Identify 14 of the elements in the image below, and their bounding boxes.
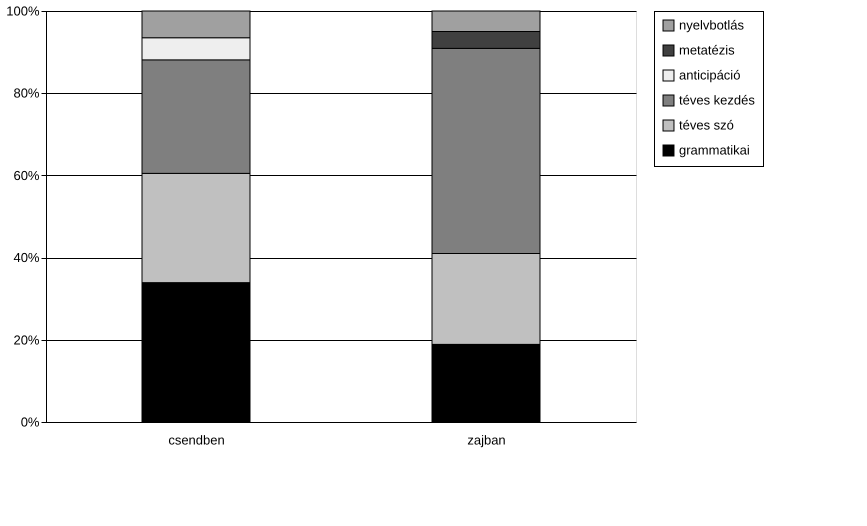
legend-label: metatézis: [679, 42, 736, 58]
legend-label: grammatikai: [679, 142, 750, 158]
legend-label: téves kezdés: [679, 92, 756, 108]
y-tick-label: 60%: [13, 168, 40, 183]
y-tick-label: 0%: [20, 414, 40, 430]
legend-label: téves szó: [679, 118, 734, 132]
x-tick-label: zajban: [467, 432, 506, 448]
legend-label: nyelvbotlás: [679, 18, 745, 32]
y-tick-label: 20%: [13, 332, 40, 348]
legend-label: anticipáció: [679, 68, 740, 82]
y-tick-label: 40%: [13, 250, 40, 266]
y-tick-label: 100%: [6, 4, 40, 18]
y-tick-label: 80%: [13, 86, 40, 101]
x-tick-label: csendben: [168, 432, 225, 448]
